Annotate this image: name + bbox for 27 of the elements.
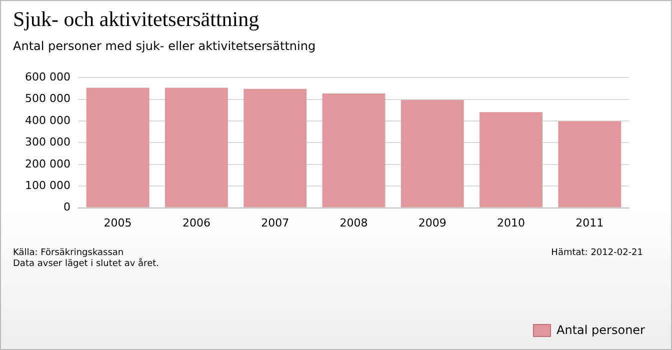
y-tick-label: 600 000 <box>24 70 70 84</box>
x-tick-label: 2006 <box>182 216 210 230</box>
y-tick-label: 300 000 <box>24 136 70 149</box>
y-tick-label: 100 000 <box>24 178 70 192</box>
y-tick-label: 0 <box>63 200 70 214</box>
chart-title: Sjuk- och aktivitetsersättning <box>13 7 260 32</box>
bar <box>558 121 622 208</box>
text: Antal personer <box>556 323 645 337</box>
y-tick-label: 500 000 <box>24 92 70 106</box>
text: Hämtat: 2012-02-21 <box>551 248 643 258</box>
chart-subtitle: Antal personer med sjuk- eller aktivitetsersättning <box>13 39 316 53</box>
x-tick-label: 2010 <box>497 216 526 230</box>
bar <box>480 112 542 208</box>
x-tick-label: 2011 <box>576 216 604 230</box>
y-tick-label: 200 000 <box>24 157 70 170</box>
x-tick-label: 2009 <box>418 216 446 230</box>
bar <box>322 93 386 208</box>
text: Data avser läget i slutet av året. <box>13 259 159 270</box>
text: Källa: Försäkringskassan <box>13 248 125 259</box>
y-tick-label: 400 000 <box>24 114 70 127</box>
x-tick-label: 2008 <box>340 216 368 230</box>
bar <box>244 88 307 208</box>
bar <box>400 100 464 208</box>
bar <box>86 88 150 208</box>
bar <box>164 88 228 208</box>
x-tick-label: 2007 <box>261 216 290 230</box>
x-tick-label: 2005 <box>104 216 132 230</box>
